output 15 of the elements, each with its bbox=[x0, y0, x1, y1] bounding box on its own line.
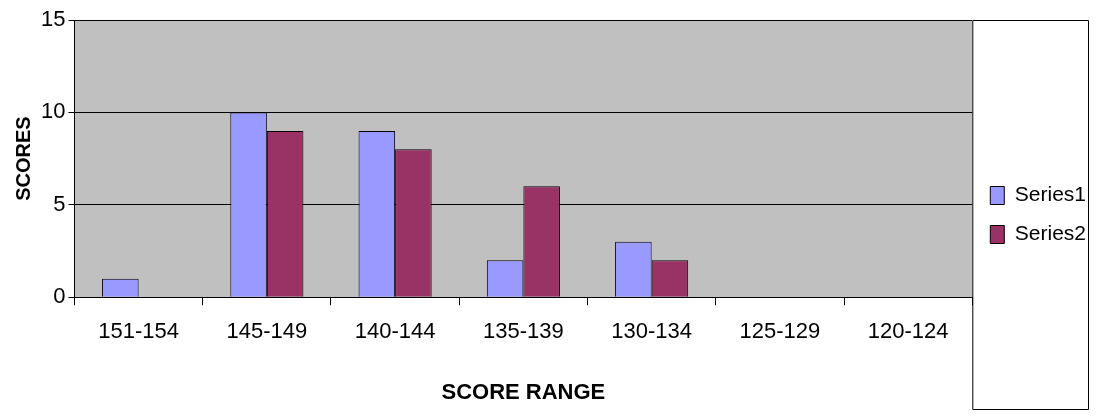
legend-label: Series1 bbox=[1014, 182, 1086, 206]
x-tick-label: 125-129 bbox=[739, 318, 821, 344]
legend-label: Series2 bbox=[1014, 221, 1086, 245]
x-axis-title: SCORE RANGE bbox=[441, 378, 606, 404]
x-tick-label: 130-134 bbox=[611, 318, 693, 344]
x-tick-label: 120-124 bbox=[867, 318, 949, 344]
x-tick-label: 135-139 bbox=[483, 318, 564, 344]
y-tick-label: 0 bbox=[53, 283, 66, 309]
y-tick-label: 10 bbox=[40, 98, 66, 124]
y-tick-label: 15 bbox=[40, 6, 66, 32]
y-tick-label: 5 bbox=[53, 190, 66, 216]
x-tick-label: 151-154 bbox=[98, 318, 179, 344]
x-tick-label: 145-149 bbox=[226, 318, 308, 344]
x-tick-label: 140-144 bbox=[354, 318, 436, 344]
y-axis-title: SCORES bbox=[11, 116, 34, 201]
